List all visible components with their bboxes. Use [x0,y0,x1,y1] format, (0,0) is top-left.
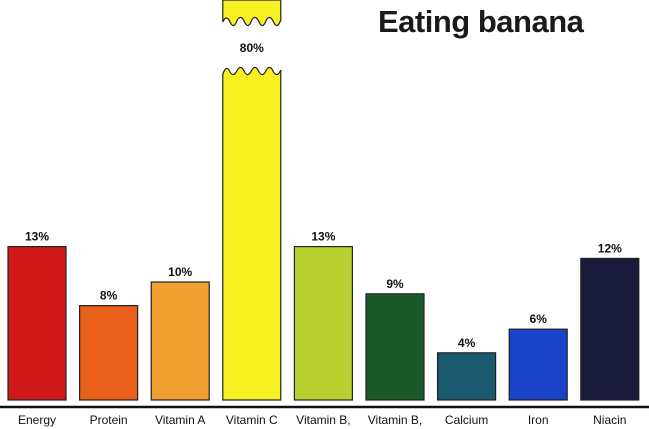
bar-8 [580,257,640,401]
value-label-4: 13% [311,230,335,244]
chart-title: Eating banana [378,4,584,39]
value-label-3: 80% [240,41,264,55]
category-label-1: Protein [90,413,128,427]
category-label-4: Vitamin B, [296,413,350,427]
bar-3-top-segment [222,0,282,27]
value-label-7: 6% [530,312,548,326]
bar-2 [150,281,210,401]
bar-5 [365,293,425,401]
category-label-6: Calcium [445,413,488,427]
bar-4 [293,246,353,401]
value-label-0: 13% [25,230,49,244]
value-label-8: 12% [598,241,622,255]
value-label-2: 10% [168,265,192,279]
category-label-7: Iron [528,413,549,427]
value-label-6: 4% [458,336,476,350]
bar-1 [78,305,139,401]
bar-7 [508,328,568,401]
value-label-5: 9% [386,277,404,291]
bar-6 [437,352,497,401]
category-label-8: Niacin [593,413,626,427]
category-label-2: Vitamin A [155,413,205,427]
value-label-1: 8% [100,289,118,303]
bar-3 [222,66,282,401]
category-label-0: Energy [18,413,56,427]
category-label-3: Vitamin C [226,413,278,427]
category-label-5: Vitamin B, [368,413,422,427]
bar-0 [7,246,67,401]
